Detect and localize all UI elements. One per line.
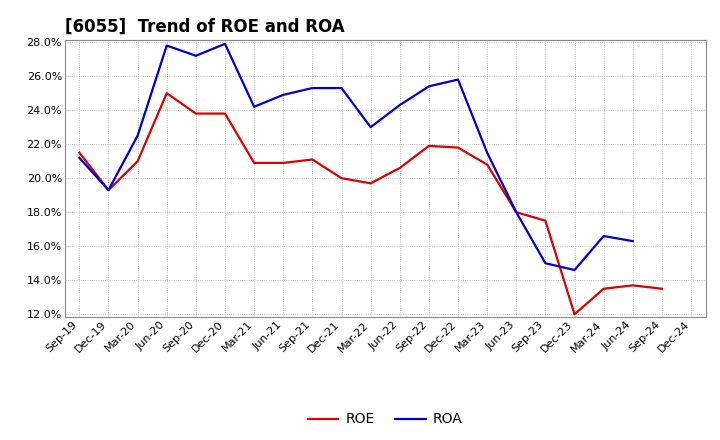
ROA: [629, 238, 637, 244]
ROA: [425, 84, 433, 89]
ROA: [163, 43, 171, 48]
ROA: [337, 85, 346, 91]
ROE: [133, 158, 142, 164]
ROE: [366, 181, 375, 186]
ROE: [599, 286, 608, 291]
ROE: [75, 150, 84, 155]
ROA: [250, 104, 258, 110]
ROE: [570, 312, 579, 317]
ROA: [570, 268, 579, 273]
Text: [6055]  Trend of ROE and ROA: [6055] Trend of ROE and ROA: [65, 17, 344, 35]
ROE: [104, 187, 113, 193]
ROE: [629, 282, 637, 288]
ROE: [192, 111, 200, 116]
ROE: [483, 162, 492, 167]
ROA: [395, 103, 404, 108]
ROA: [512, 209, 521, 215]
ROA: [599, 233, 608, 238]
ROA: [104, 187, 113, 193]
Line: ROE: ROE: [79, 93, 662, 314]
ROE: [163, 91, 171, 96]
ROE: [308, 157, 317, 162]
Line: ROA: ROA: [79, 44, 633, 270]
ROE: [337, 176, 346, 181]
ROE: [454, 145, 462, 150]
ROA: [366, 125, 375, 130]
ROA: [308, 85, 317, 91]
ROA: [454, 77, 462, 82]
Legend: ROE, ROA: ROE, ROA: [302, 407, 468, 432]
ROE: [279, 160, 287, 165]
ROE: [541, 218, 550, 224]
ROE: [250, 160, 258, 165]
ROA: [541, 260, 550, 266]
ROA: [133, 133, 142, 138]
ROA: [279, 92, 287, 98]
ROE: [220, 111, 229, 116]
ROE: [512, 209, 521, 215]
ROA: [75, 155, 84, 161]
ROE: [657, 286, 666, 291]
ROA: [192, 53, 200, 59]
ROA: [483, 150, 492, 155]
ROA: [220, 41, 229, 47]
ROE: [425, 143, 433, 149]
ROE: [395, 165, 404, 171]
